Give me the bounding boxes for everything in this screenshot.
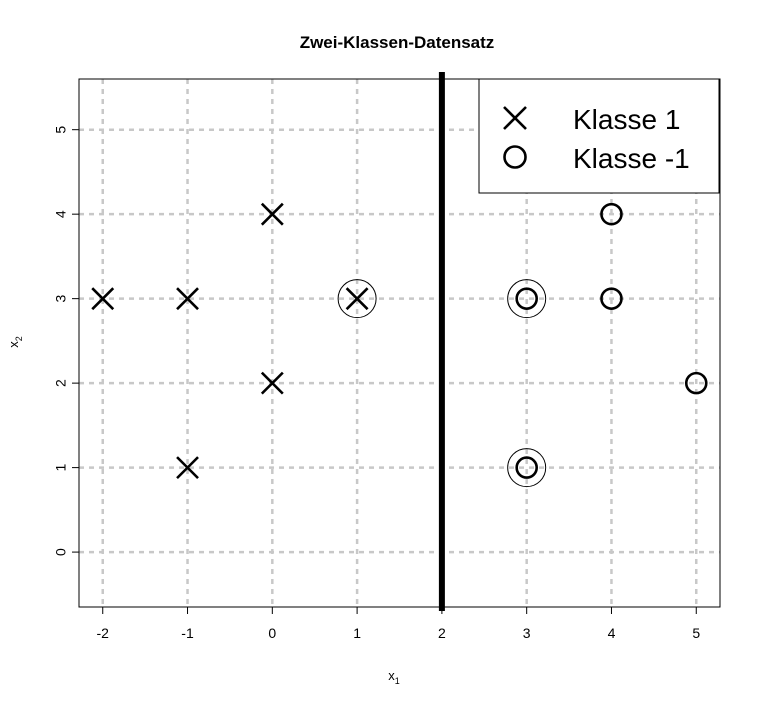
legend-circle-mark	[503, 145, 527, 169]
class-1-point	[260, 202, 284, 226]
legend-label-class-1: Klasse 1	[573, 104, 680, 135]
x-axis-label-subscript: 1	[395, 676, 400, 686]
y-axis-label: x2	[6, 336, 24, 348]
plot-frame	[78, 78, 721, 608]
y-tick-label: 1	[53, 464, 69, 472]
x-tick-label: -2	[97, 625, 110, 641]
class-1-point	[260, 371, 284, 395]
legend-box	[478, 78, 720, 194]
y-axis-label-subscript: 2	[14, 336, 24, 341]
y-axis-label-main: x	[6, 341, 21, 348]
support-vector-ring	[337, 279, 377, 319]
y-tick-label: 0	[53, 548, 69, 556]
x-tick-label: 0	[268, 625, 276, 641]
y-tick-label: 2	[53, 379, 69, 387]
x-tick-label: 5	[692, 625, 700, 641]
support-vector-ring	[507, 448, 547, 488]
legend-cross-mark	[503, 106, 527, 130]
legend-cross-marker	[503, 106, 527, 130]
class-minus-1-point	[515, 456, 538, 479]
legend: Klasse 1 Klasse -1	[478, 78, 720, 194]
class-minus-1-point	[684, 371, 708, 395]
class-minus-1-point	[515, 287, 538, 310]
legend-label-class-minus-1: Klasse -1	[573, 143, 690, 174]
support-vector-rings	[337, 279, 547, 488]
x-tick-label: 4	[608, 625, 616, 641]
data-points	[91, 202, 708, 480]
y-tick-label: 5	[53, 126, 69, 134]
class-1-point	[345, 287, 369, 311]
x-axis-label-main: x	[388, 668, 395, 683]
class-minus-1-point	[600, 287, 623, 310]
x-tick-label: 3	[523, 625, 531, 641]
class-1-point	[91, 287, 115, 311]
x-tick-label: -1	[181, 625, 194, 641]
x-axis-label: x1	[388, 668, 400, 686]
x-tick-label: 1	[353, 625, 361, 641]
legend-circle-marker	[503, 145, 527, 169]
y-tick-label: 4	[53, 210, 69, 218]
class-1-point	[176, 456, 199, 480]
support-vector-ring	[507, 279, 547, 319]
y-tick-label: 3	[53, 295, 69, 303]
chart-title: Zwei-Klassen-Datensatz	[300, 33, 495, 52]
class-1-point	[176, 287, 199, 311]
x-tick-label: 2	[438, 625, 446, 641]
class-minus-1-point	[600, 202, 623, 226]
